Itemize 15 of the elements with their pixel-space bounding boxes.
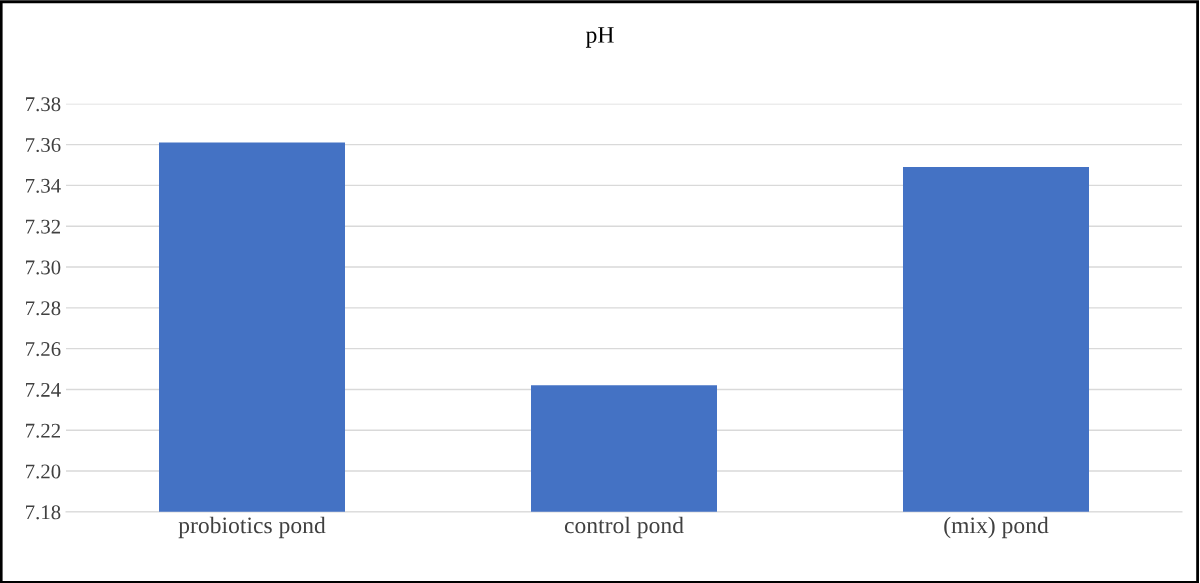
y-tick-label: 7.30 [26, 260, 61, 275]
y-tick-label: 7.34 [26, 178, 61, 193]
y-tick-label: 7.36 [26, 138, 61, 153]
y-tick-label: 7.28 [26, 301, 61, 316]
x-tick-label: control pond [564, 516, 684, 539]
y-tick-label: 7.24 [26, 382, 61, 397]
y-tick-label: 7.22 [26, 423, 60, 438]
y-tick-label: 7.32 [26, 219, 60, 234]
x-tick-label: (mix) pond [944, 516, 1049, 539]
y-tick-label: 7.38 [26, 97, 61, 112]
y-tick-label: 7.18 [26, 505, 61, 520]
chart-title: pH [585, 27, 614, 48]
y-tick-label: 7.20 [26, 464, 61, 479]
y-tick-label: 7.26 [26, 342, 61, 357]
x-tick-label: probiotics pond [178, 516, 326, 539]
